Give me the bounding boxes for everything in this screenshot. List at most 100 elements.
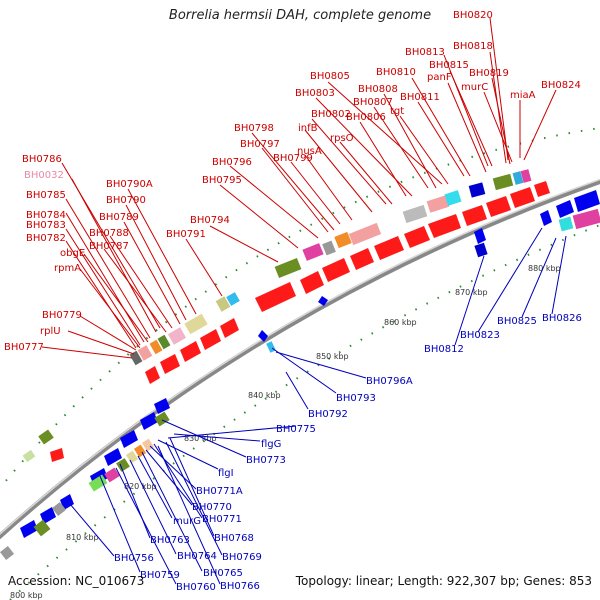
bp-tick-860: 860 kbp (384, 318, 417, 327)
cog-block (33, 519, 51, 537)
gene-label: miaA (510, 90, 536, 101)
gene-label: BH0819 (469, 68, 509, 79)
gene-label: BH0775 (276, 424, 316, 435)
gene-label: BH0032 (24, 170, 64, 181)
accession-text: Accession: NC_010673 (8, 574, 145, 588)
bp-tick-840: 840 kbp (248, 391, 281, 400)
reverse-gene-arrow (318, 296, 328, 306)
gene-label: BH0815 (429, 60, 469, 71)
cog-block (88, 474, 108, 492)
gene-label: BH0797 (240, 139, 280, 150)
gene-label: BH0769 (222, 552, 262, 563)
cog-block (520, 169, 532, 183)
gene-label: BH0786 (22, 154, 62, 165)
gene-label: BH0807 (353, 97, 393, 108)
callout-line (127, 188, 197, 315)
callout-line (79, 268, 141, 349)
gene-label: BH0799 (273, 153, 313, 164)
reverse-gene-arrow (140, 412, 158, 430)
gene-label: BH0784 (26, 210, 66, 221)
reverse-features (20, 190, 600, 538)
callout-line (65, 228, 141, 346)
callout-line (157, 445, 221, 585)
gene-label: rplU (40, 326, 61, 337)
gene-label: BH0798 (234, 123, 274, 134)
gene-label: BH0796 (212, 157, 252, 168)
callout-line (67, 330, 135, 355)
forward-gene-arrow (350, 248, 374, 270)
gene-label: BH0808 (358, 84, 398, 95)
callout-line (285, 371, 309, 410)
callout-line (209, 225, 279, 263)
gene-label: BH0779 (42, 310, 82, 321)
gene-label: BH0783 (26, 220, 66, 231)
reverse-gene-arrow (104, 448, 122, 466)
callout-line (41, 346, 133, 359)
callout-line (123, 221, 181, 325)
gene-label: BH0763 (150, 535, 190, 546)
reverse-gene-arrow (154, 398, 170, 414)
callout-line (271, 347, 337, 394)
gene-label: BH0806 (346, 112, 386, 123)
gene-label: BH0777 (4, 342, 44, 353)
callout-line (454, 255, 485, 346)
callout-line (523, 89, 557, 161)
gene-label: BH0764 (177, 551, 217, 562)
cog-block (334, 231, 352, 249)
gene-label: BH0795 (202, 175, 242, 186)
bp-tick-870: 870 kbp (455, 288, 488, 297)
cog-block (116, 458, 130, 472)
gene-label: rpmA (54, 263, 81, 274)
callout-line (141, 451, 203, 572)
callout-line (373, 106, 429, 189)
gene-label: BH0790A (106, 179, 153, 190)
cog-block (266, 341, 276, 353)
genome-summary-text: Topology: linear; Length: 922,307 bp; Ge… (295, 574, 592, 588)
reverse-gene-arrow (574, 190, 600, 212)
cog-block (512, 171, 524, 185)
cog-block (492, 173, 514, 191)
forward-gene-arrow (322, 258, 350, 282)
callout-line (399, 115, 449, 185)
gene-label: murC (461, 82, 488, 93)
callout-line (449, 70, 493, 167)
cog-block (348, 222, 382, 246)
callout-line (109, 235, 173, 329)
gene-label: BH0805 (310, 71, 350, 82)
callout-line (153, 443, 203, 519)
forward-features (50, 181, 550, 462)
gene-label: BH0825 (497, 316, 537, 327)
cog-block (226, 292, 240, 306)
callout-line (359, 121, 407, 197)
gene-label: BH0785 (26, 190, 66, 201)
callout-line (157, 439, 219, 470)
gene-label: BH0793 (336, 393, 376, 404)
callout-line (417, 101, 465, 177)
gene-label: BH0787 (89, 241, 129, 252)
gene-label: BH0789 (99, 212, 139, 223)
bp-tick-820: 820 kbp (124, 482, 157, 491)
genome-backbone (0, 178, 600, 540)
bp-tick-880: 880 kbp (528, 264, 561, 273)
callout-line (229, 165, 319, 239)
forward-gene-arrow (220, 318, 239, 338)
gene-label: BH0760 (176, 582, 216, 593)
gene-label: BH0790 (106, 195, 146, 206)
gene-label: BH0794 (190, 215, 230, 226)
callout-line (327, 81, 443, 185)
gene-label: BH0824 (541, 80, 581, 91)
cog-block (322, 240, 336, 256)
cog-block (38, 429, 54, 445)
reverse-gene-arrow (474, 228, 486, 244)
callout-line (83, 253, 149, 343)
callout-line (65, 198, 151, 339)
callout-line (129, 459, 177, 555)
cog-block (402, 204, 428, 224)
cog-block (558, 216, 574, 232)
reverse-gene-arrow (40, 507, 56, 524)
cog-block (141, 438, 155, 452)
cog-block (104, 467, 120, 483)
cog-block (149, 339, 163, 355)
gene-label: BH0810 (376, 67, 416, 78)
